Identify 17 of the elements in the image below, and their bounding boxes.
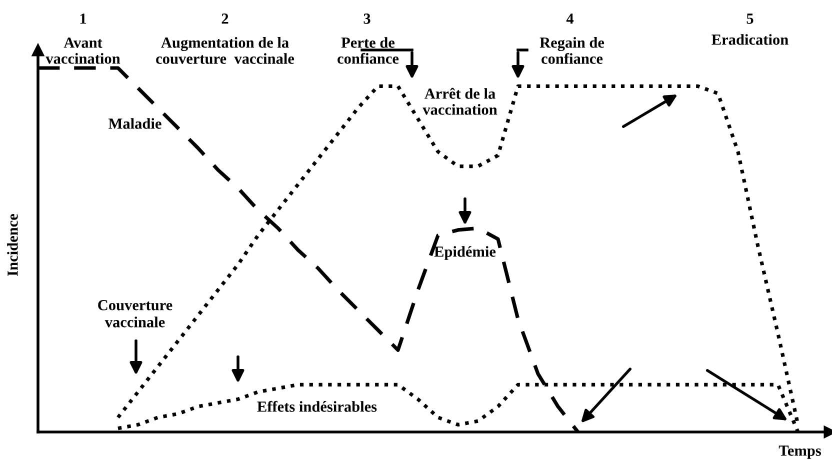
text: 5 — [746, 14, 754, 24]
text: 4 — [566, 14, 574, 24]
series-label: Maladie — [108, 118, 162, 129]
x-axis-title: Temps — [778, 446, 821, 459]
text: Avant vaccination — [46, 38, 120, 64]
text: Eradication — [712, 34, 788, 45]
series-label: Effets indésirables — [257, 400, 377, 412]
text: 1 — [80, 14, 86, 24]
text: Perte de confiance — [338, 37, 399, 64]
text: Augmentation de la couverture vaccinale — [156, 37, 294, 64]
text: 3 — [364, 14, 370, 24]
text: 2 — [222, 14, 228, 24]
annotation: Arrêt de la vaccination — [422, 88, 498, 115]
text: Regain de confiance — [540, 37, 604, 64]
annotation: Epidémie — [434, 246, 496, 260]
series-label: Couverture vaccinale — [98, 300, 172, 328]
y-axis-title: Incidence — [7, 214, 18, 276]
